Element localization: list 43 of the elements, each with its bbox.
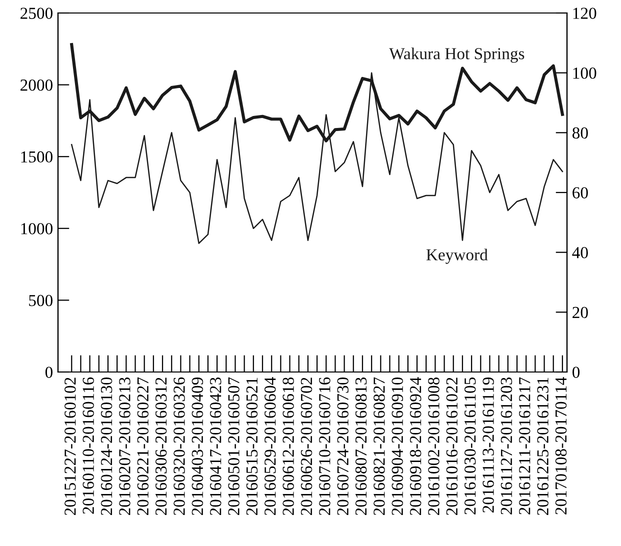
x-tick-label: 20160515-20160521 <box>246 378 258 516</box>
x-tick-label: 20151227-20160102 <box>64 378 76 516</box>
y-tick-label: 2000 <box>20 80 53 91</box>
y-tick-label: 1500 <box>21 151 53 163</box>
y-tick-label: 1000 <box>21 223 53 234</box>
x-tick-label: 20161016-20161022 <box>446 378 458 516</box>
y2-tick-label: 60 <box>572 187 588 198</box>
x-tick-label: 20160207-20160213 <box>119 378 130 516</box>
x-tick-label: 20160417-20160423 <box>210 378 222 516</box>
x-tick-label: 20160821-20160827 <box>374 377 385 516</box>
x-tick-label: 20160724-20160730 <box>337 377 348 516</box>
series-label: Wakura Hot Springs <box>389 48 524 63</box>
x-tick-label: 20160221-20160227 <box>137 377 149 516</box>
x-tick-label: 20160904-20160910 <box>392 377 404 516</box>
x-tick-label: 20160626-20160702 <box>300 378 312 516</box>
x-tick-label: 20160710-20160716 <box>319 377 330 516</box>
y-tick-label: 0 <box>45 366 53 378</box>
y2-tick-label: 100 <box>573 68 596 79</box>
y2-tick-label: 0 <box>572 366 580 378</box>
x-tick-label: 20160403-20160409 <box>192 378 204 516</box>
x-tick-label: 20161113-20161119 <box>482 378 494 513</box>
y-tick-label: 2500 <box>20 8 53 19</box>
x-tick-label: 20160501-20160507 <box>228 377 240 516</box>
y2-tick-label: 40 <box>572 247 588 258</box>
y2-tick-label: 20 <box>572 306 588 318</box>
x-tick-label: 20160110-20160116 <box>82 377 94 514</box>
x-tick-label: 20161225-20161231 <box>537 378 548 516</box>
x-tick-label: 20160320-20160326 <box>174 377 185 516</box>
x-tick-label: 20161002-20161008 <box>428 377 440 516</box>
x-tick-label: 20160529-20160604 <box>264 377 276 516</box>
y-tick-label: 500 <box>29 294 53 306</box>
x-tick-label: 20160306-20160312 <box>155 378 167 516</box>
x-tick-label: 20161211-20161217 <box>519 377 530 514</box>
x-tick-label: 20160807-20160813 <box>355 378 367 516</box>
series-label: Keyword <box>426 248 488 264</box>
x-tick-label: 20170108-20170114 <box>555 377 567 514</box>
x-tick-label: 20161127-20161203 <box>500 378 512 514</box>
x-tick-label: 20160612-20160618 <box>282 377 294 516</box>
y2-tick-label: 80 <box>572 127 588 139</box>
x-tick-label: 20160918-20160924 <box>410 377 422 516</box>
x-tick-label: 20161030-20161105 <box>464 378 476 514</box>
x-tick-label: 20160124-20160130 <box>100 377 112 516</box>
y2-tick-label: 120 <box>573 8 596 19</box>
